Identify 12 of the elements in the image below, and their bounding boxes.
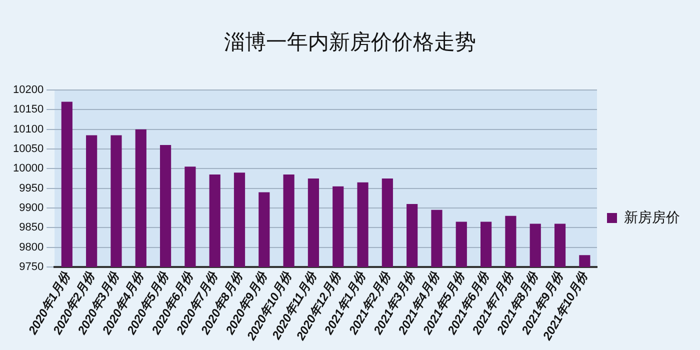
y-tick-label: 10050 bbox=[12, 143, 44, 156]
y-tick-label: 9850 bbox=[19, 222, 44, 234]
y-tick-label: 9950 bbox=[19, 182, 44, 194]
y-tick-label: 9800 bbox=[19, 241, 44, 254]
y-tick-label: 9900 bbox=[19, 202, 44, 214]
y-tick-label: 10100 bbox=[12, 123, 44, 136]
y-tick-label: 10000 bbox=[12, 162, 44, 175]
y-tick-label: 10150 bbox=[12, 104, 44, 116]
chart-title: 淄博一年内新房价价格走势 bbox=[223, 29, 477, 56]
y-tick-label: 10200 bbox=[12, 84, 44, 96]
legend-label: 新房房价 bbox=[624, 208, 680, 225]
y-tick-label: 9750 bbox=[19, 260, 44, 273]
